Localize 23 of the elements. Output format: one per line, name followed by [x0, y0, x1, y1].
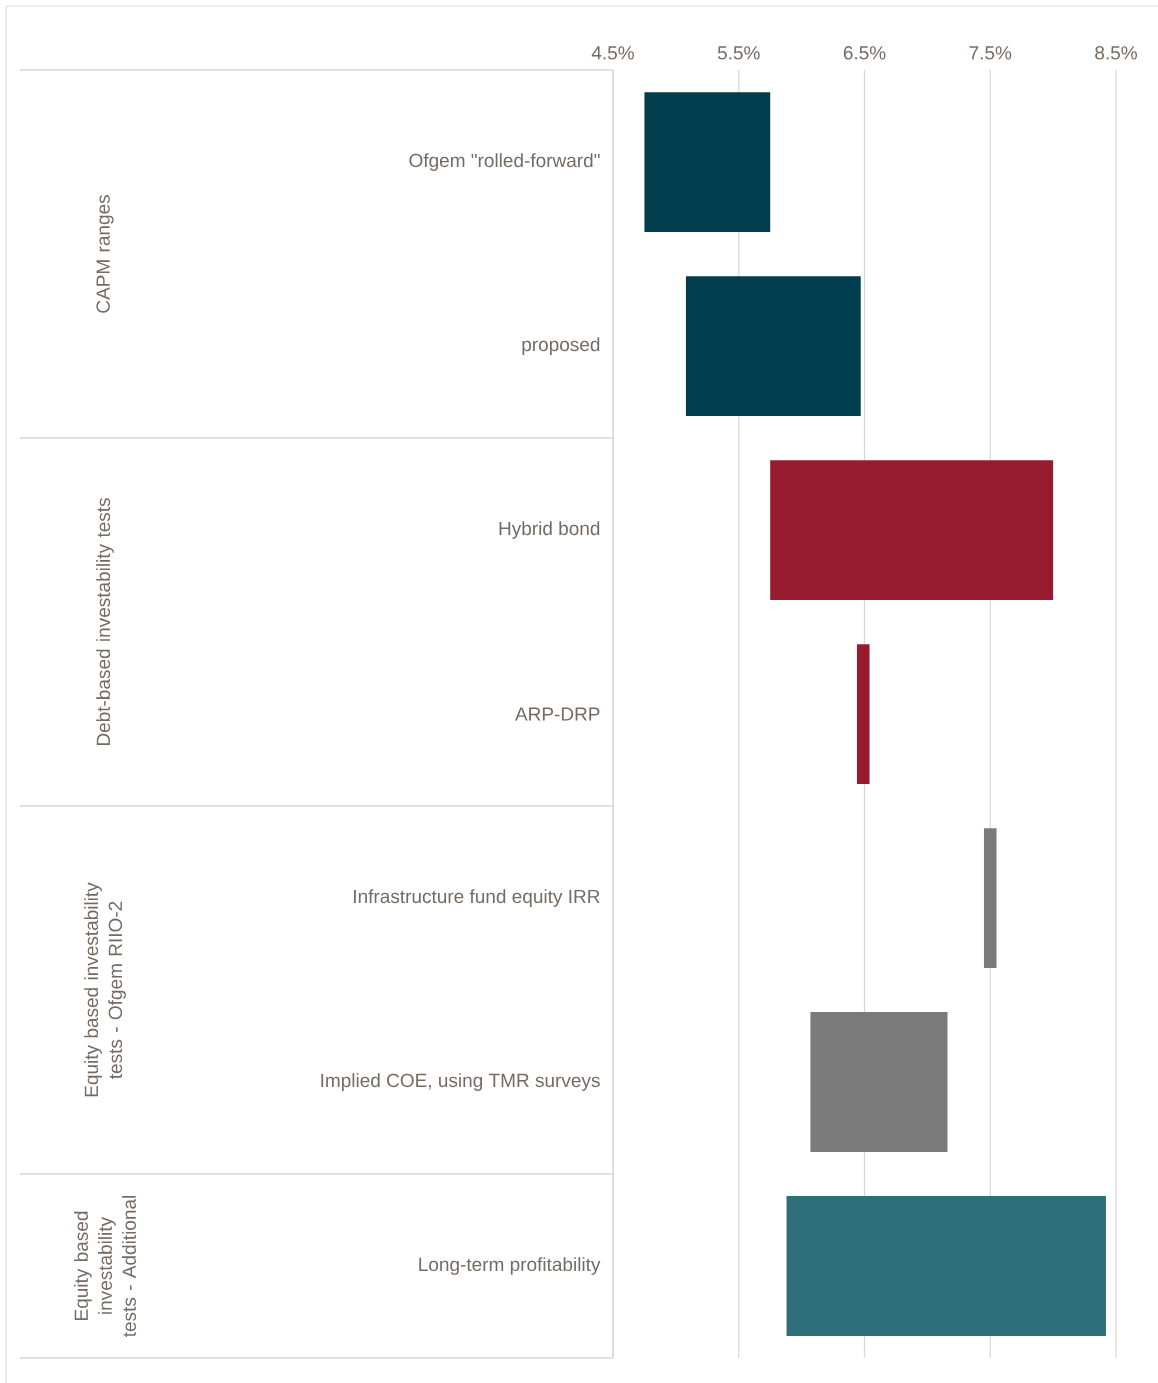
x-tick-label: 4.5% — [591, 46, 634, 60]
x-tick-label: 6.5% — [843, 46, 886, 60]
y-tick-label: Hybrid bond — [499, 521, 600, 539]
bar — [644, 92, 771, 232]
text: Debt-based investability tests — [96, 498, 114, 746]
y-tick-label: Infrastructure fund equity IRR — [354, 889, 600, 907]
bar — [810, 1012, 948, 1152]
x-tick-label: 5.5% — [717, 46, 760, 60]
bar — [770, 460, 1054, 600]
text: Equity based investability tests - Ofgem RIIO-2 — [84, 882, 126, 1097]
x-tick-label: 7.5% — [969, 46, 1012, 60]
y-tick-label: Ofgem "rolled-forward" — [409, 153, 600, 171]
bar — [856, 644, 870, 784]
bar — [983, 828, 997, 968]
x-tick-label: 8.5% — [1095, 46, 1137, 60]
y-tick-label: ARP-DRP — [514, 707, 600, 721]
text: Equity based investability tests - Additional — [74, 1196, 136, 1338]
bar — [786, 1196, 1106, 1336]
y-tick-label: proposed — [522, 337, 600, 355]
text: CAPM ranges — [96, 195, 114, 313]
y-tick-label: Implied COE, using TMR surveys — [321, 1073, 600, 1091]
y-tick-label: Long-term profitability — [419, 1257, 601, 1275]
bar — [685, 276, 861, 416]
